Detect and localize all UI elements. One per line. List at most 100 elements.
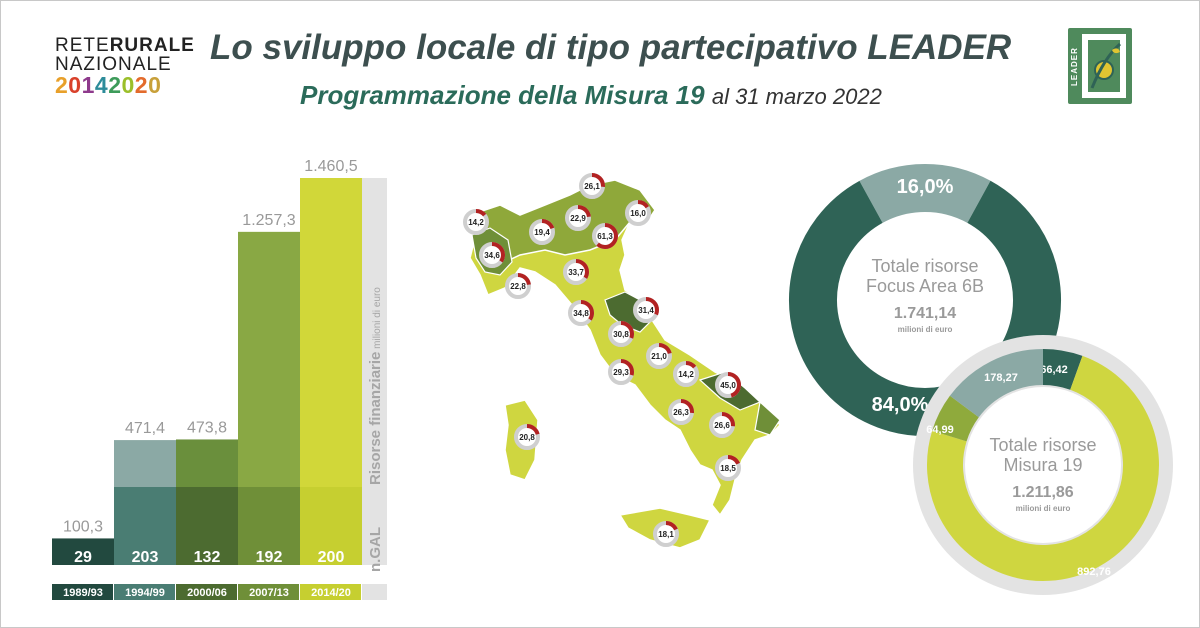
region-donut-share <box>668 399 694 425</box>
region-donut-share <box>592 223 618 249</box>
axis-label-panel <box>362 178 387 565</box>
category-label: 2007/13 <box>249 587 289 599</box>
donut-title-line: Totale risorse <box>989 435 1096 455</box>
region-value-label: 31,4 <box>638 306 654 315</box>
region-value-label: 34,8 <box>573 309 589 318</box>
brand-rurale: RURALE <box>109 35 195 56</box>
region-donut-share <box>653 521 679 547</box>
category-label-bg <box>114 584 175 600</box>
region-value-label: 26,1 <box>584 182 600 191</box>
gal-bar <box>176 487 238 565</box>
donut-slice-label: 64,99 <box>926 424 954 436</box>
gal-bar <box>300 487 362 565</box>
region-donut-share <box>463 209 489 235</box>
brand-year-digit: 2 <box>108 72 122 98</box>
gal-value-label: 200 <box>318 549 345 566</box>
resource-value-label: 471,4 <box>125 420 165 437</box>
region-donut-share <box>633 297 659 323</box>
gal-bar <box>238 487 300 565</box>
leader-logo: LEADER <box>1068 28 1132 104</box>
donut-center <box>850 225 1000 375</box>
region-donut-share <box>709 412 735 438</box>
resource-bar <box>238 231 300 487</box>
brand-years: 20142020 <box>55 74 195 97</box>
gal-value-label: 192 <box>256 549 283 566</box>
brand-rete: RETE <box>55 35 110 56</box>
region-donut-share <box>579 173 605 199</box>
donut-slice <box>927 355 1159 581</box>
category-label-bg <box>52 584 113 600</box>
page-subtitle: Programmazione della Misura 19 al 31 mar… <box>300 80 882 111</box>
region-value-label: 45,0 <box>720 381 736 390</box>
region-value-label: 26,3 <box>673 408 689 417</box>
donut-unit: milioni di euro <box>898 325 953 334</box>
page-title: Lo sviluppo locale di tipo partecipativo… <box>210 28 1012 67</box>
region-donut-share <box>505 273 531 299</box>
resource-bar <box>300 178 362 487</box>
category-label: 1994/99 <box>125 587 165 599</box>
donut-total: 1.211,86 <box>1012 484 1074 501</box>
subtitle-date: al 31 marzo 2022 <box>711 84 882 109</box>
gal-value-label: 132 <box>194 549 221 566</box>
y-axis-unit: milioni di euro <box>372 287 383 352</box>
category-label-bg <box>176 584 237 600</box>
region-value-label: 21,0 <box>651 352 667 361</box>
y-axis-label: Risorse finanziarie milioni di euro <box>367 287 384 485</box>
region-value-label: 18,5 <box>720 464 736 473</box>
region-donut-share <box>646 343 672 369</box>
region-donut-share <box>565 205 591 231</box>
region-value-label: 30,8 <box>613 330 629 339</box>
donut-slice-label: 892,76 <box>1077 566 1111 578</box>
region-donut-share <box>625 200 651 226</box>
region-donut-share <box>529 219 555 245</box>
brand-year-digit: 2 <box>55 72 69 98</box>
region-value-label: 22,8 <box>510 282 526 291</box>
region-donut-share <box>514 424 540 450</box>
donut-slice-label: 178,27 <box>984 372 1018 384</box>
region-value-label: 14,2 <box>468 218 484 227</box>
brand-nazionale: NAZIONALE <box>55 54 172 75</box>
gal-bar <box>114 487 176 565</box>
leader-logo-icon <box>1082 34 1126 98</box>
resource-value-label: 473,8 <box>187 419 227 436</box>
region-donut-share <box>608 359 634 385</box>
gal-axis-label: n.GAL <box>367 527 384 572</box>
donut-slice <box>1042 349 1083 390</box>
donut-center <box>965 387 1121 543</box>
donut-slice <box>932 395 980 442</box>
category-label-panel <box>362 584 387 600</box>
donut-title-line: Focus Area 6B <box>866 276 984 296</box>
region-value-label: 22,9 <box>570 214 586 223</box>
donut-slice-label: 66,42 <box>1040 364 1068 376</box>
rete-rurale-logo: RETERURALE NAZIONALE 20142020 <box>55 36 195 97</box>
donut-slice <box>859 164 991 224</box>
brand-year-digit: 1 <box>81 72 95 98</box>
region-donut-share <box>608 321 634 347</box>
gal-value-label: 203 <box>132 549 159 566</box>
brand-year-digit: 0 <box>148 72 162 98</box>
resource-value-label: 1.460,5 <box>304 158 357 175</box>
region-donut-share <box>673 361 699 387</box>
donut-total: 1.741,14 <box>894 305 956 322</box>
category-label: 2000/06 <box>187 587 227 599</box>
region-value-label: 16,0 <box>630 209 646 218</box>
brand-year-digit: 0 <box>68 72 82 98</box>
region-donut-share <box>568 300 594 326</box>
region-value-label: 19,4 <box>534 228 550 237</box>
donut-title-line: Totale risorse <box>871 256 978 276</box>
region-value-label: 18,1 <box>658 530 674 539</box>
resource-bar <box>176 439 238 487</box>
resource-value-label: 1.257,3 <box>242 212 295 229</box>
region-value-label: 34,6 <box>484 251 500 260</box>
gal-value-label: 29 <box>74 549 92 566</box>
region-value-label: 20,8 <box>519 433 535 442</box>
brand-year-digit: 4 <box>94 72 109 98</box>
category-label: 2014/20 <box>311 587 351 599</box>
region-donut-share <box>715 455 741 481</box>
donut-slice-label: 84,0% <box>872 394 929 416</box>
gal-bar <box>52 538 114 565</box>
donut-title-line: Misura 19 <box>1003 455 1082 475</box>
region-value-label: 14,2 <box>678 370 694 379</box>
